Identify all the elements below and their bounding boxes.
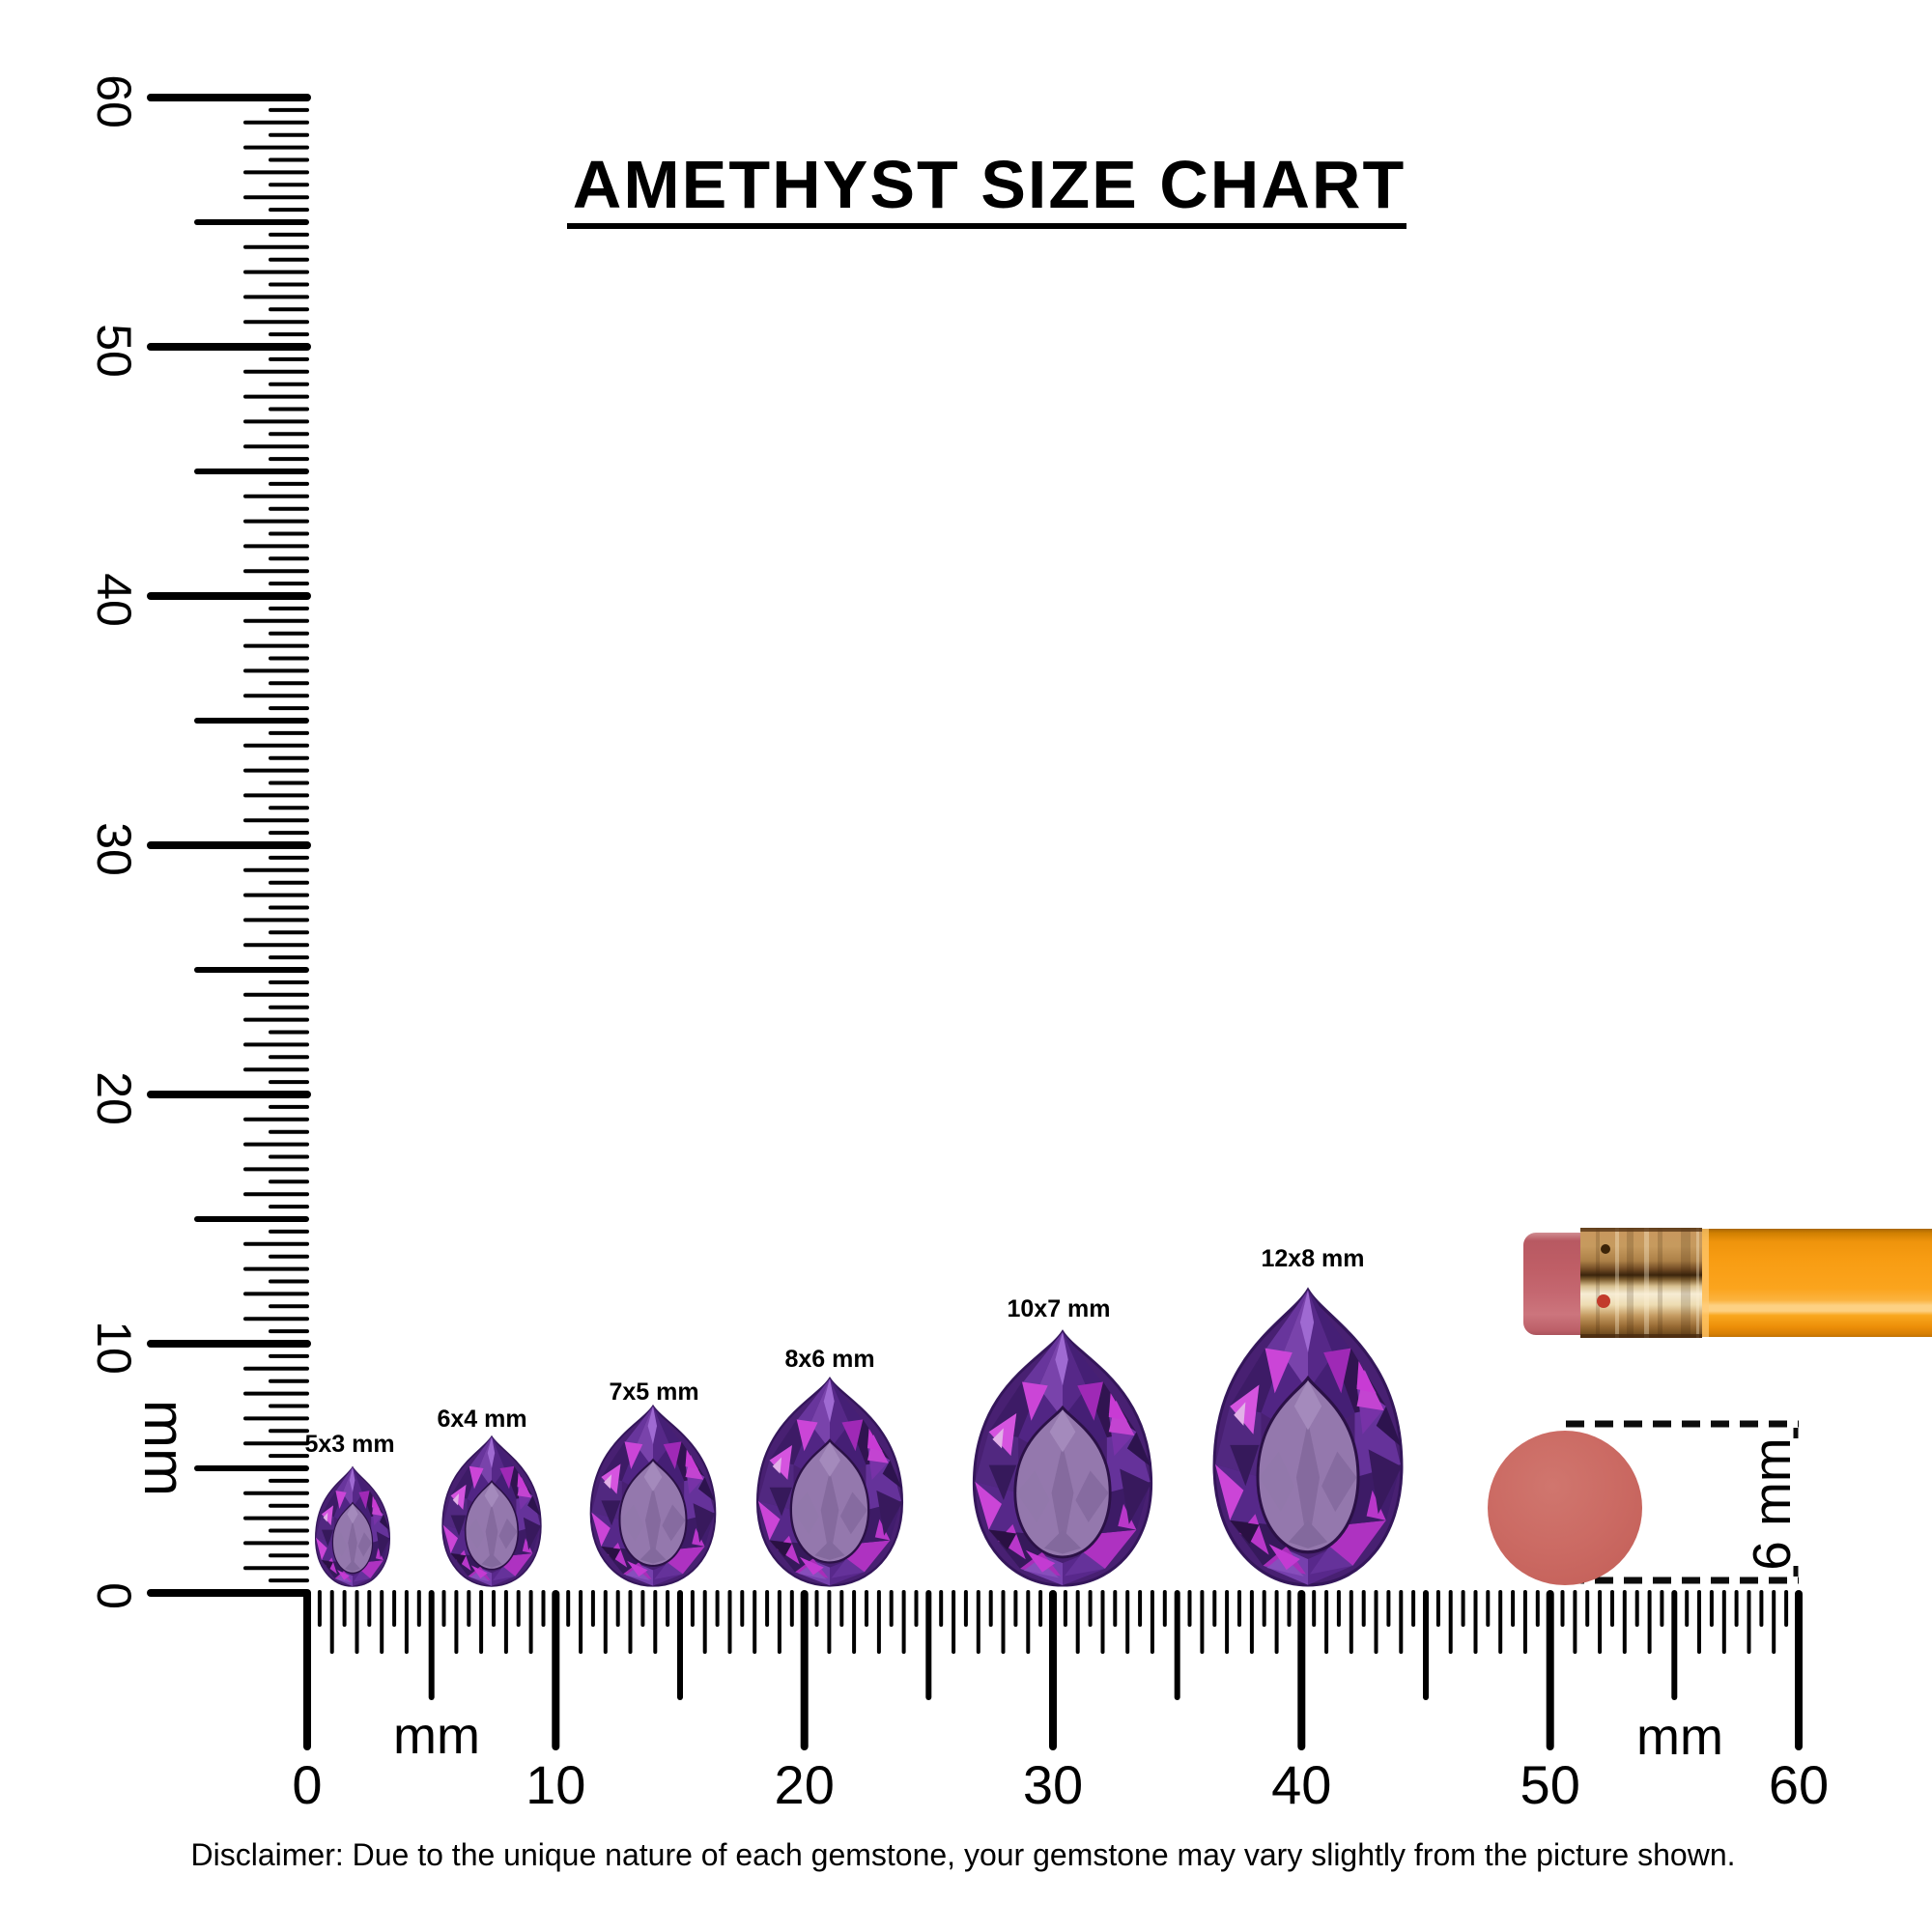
svg-text:5x3 mm: 5x3 mm (304, 1431, 394, 1458)
svg-text:mm: mm (393, 1707, 480, 1765)
svg-text:50: 50 (87, 324, 141, 378)
svg-text:20: 20 (87, 1071, 141, 1125)
svg-text:8x6 mm: 8x6 mm (784, 1346, 874, 1373)
svg-text:10: 10 (87, 1321, 141, 1375)
svg-text:6 mm: 6 mm (1742, 1437, 1802, 1571)
svg-text:AMETHYST SIZE CHART: AMETHYST SIZE CHART (573, 147, 1406, 222)
svg-text:60: 60 (87, 74, 141, 128)
svg-text:0: 0 (292, 1754, 322, 1815)
svg-text:50: 50 (1520, 1754, 1580, 1815)
svg-text:30: 30 (87, 822, 141, 876)
svg-text:30: 30 (1023, 1754, 1083, 1815)
svg-text:12x8 mm: 12x8 mm (1261, 1245, 1364, 1272)
svg-text:20: 20 (775, 1754, 835, 1815)
svg-text:10x7 mm: 10x7 mm (1007, 1295, 1110, 1322)
svg-text:40: 40 (1271, 1754, 1331, 1815)
svg-text:mm: mm (1636, 1708, 1723, 1766)
svg-text:0: 0 (87, 1582, 141, 1609)
svg-text:Disclaimer: Due to the unique: Disclaimer: Due to the unique nature of … (191, 1837, 1736, 1872)
svg-text:6x4 mm: 6x4 mm (437, 1406, 526, 1433)
svg-text:40: 40 (87, 573, 141, 627)
svg-text:mm: mm (132, 1400, 197, 1496)
svg-text:7x5 mm: 7x5 mm (609, 1378, 698, 1406)
svg-text:10: 10 (526, 1754, 585, 1815)
svg-text:60: 60 (1769, 1754, 1829, 1815)
